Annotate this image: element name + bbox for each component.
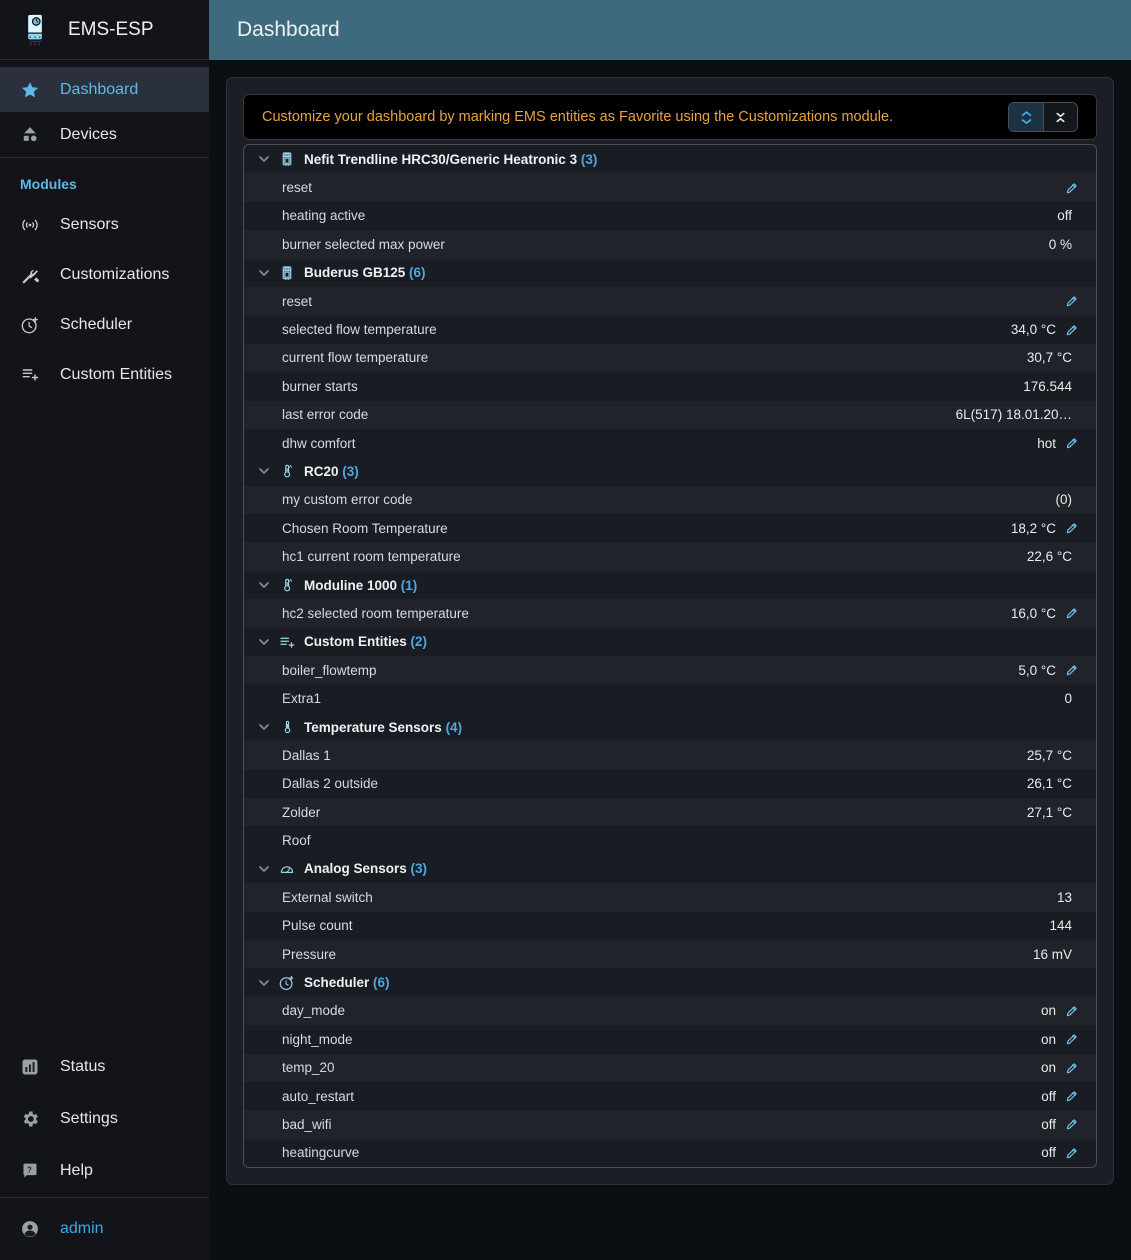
svg-text:A: A [289, 578, 293, 583]
svg-text:A: A [289, 465, 293, 470]
svg-text:?: ? [27, 1165, 32, 1174]
